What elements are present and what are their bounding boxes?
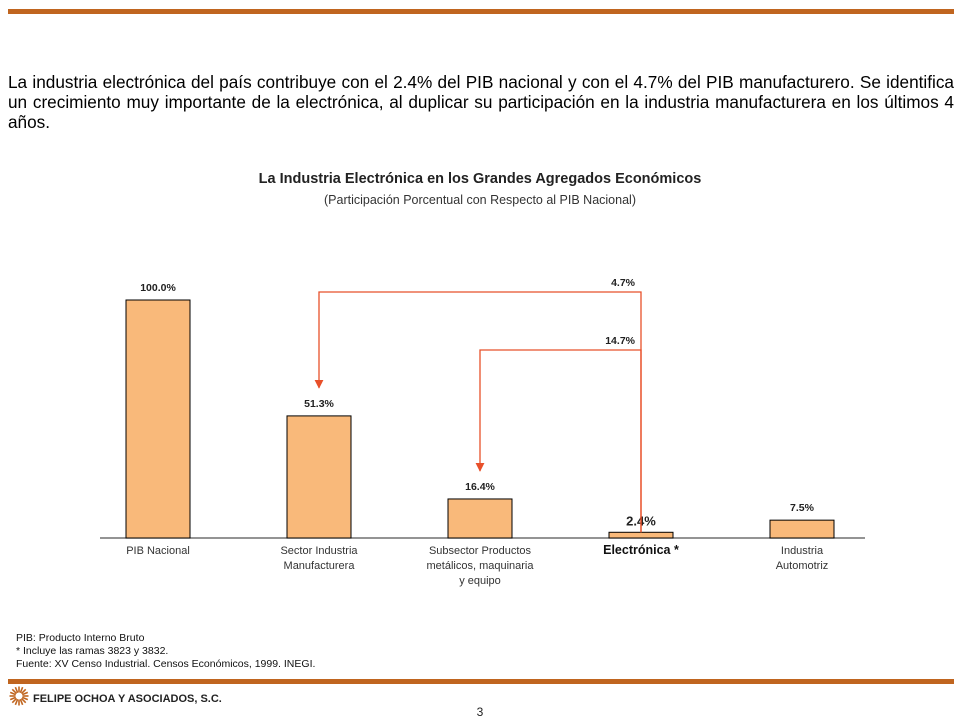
logo-ray: [19, 698, 24, 706]
page-number: 3: [476, 705, 484, 719]
tick-label-pib-nacional: PIB Nacional: [126, 545, 190, 557]
tick-label-sector-industria-manufacturera: Sector Industria Manufacturera: [280, 545, 358, 572]
tick-label-electronica: Electrónica *: [603, 543, 679, 557]
annotation-label-subsector-productos-metalicos-maquinaria-y-equipo: 14.7%: [605, 335, 635, 347]
logo-ray: [11, 697, 18, 704]
bar-chart: 100.0% PIB Nacional 51.3% Sector Industria M…: [100, 277, 865, 587]
bar-sector-industria-manufacturera: [286, 415, 352, 539]
logo-ray: [9, 696, 17, 701]
tick-label-subsector-productos-metalicos-maquinaria-y-equipo: Subsector Productos metálicos, maquinaria…: [427, 545, 535, 587]
data-label-sector-industria-manufacturera: 51.3%: [304, 398, 334, 410]
logo-ray: [20, 688, 27, 695]
company-name: FELIPE OCHOA Y ASOCIADOS, S.C.: [33, 693, 222, 705]
tick-label-line: Electrónica *: [603, 543, 679, 557]
top-divider: [8, 9, 954, 14]
footnote-source: Fuente: XV Censo Industrial. Censos Econ…: [16, 658, 316, 670]
footnote-pib: PIB: Producto Interno Bruto: [16, 632, 145, 644]
data-label-subsector-productos-metalicos-maquinaria-y-equipo: 16.4%: [465, 481, 495, 493]
chart-title: La Industria Electrónica en los Grandes …: [258, 171, 702, 187]
footnote-ramas: * Incluye las ramas 3823 y 3832.: [16, 645, 169, 657]
intro-paragraph: La industria electrónica del país contri…: [8, 72, 954, 132]
chart-subtitle: (Participación Porcentual con Respecto a…: [324, 193, 636, 207]
logo-ray: [14, 698, 19, 706]
logo-ray: [14, 686, 19, 694]
bar-subsector-productos-metalicos-maquinaria-y-equipo: [447, 498, 513, 539]
logo-ray: [21, 691, 29, 696]
tick-label-line: Subsector Productos: [429, 545, 532, 557]
tick-label-industria-automotriz: Industria Automotriz: [776, 545, 829, 572]
tick-label-line: y equipo: [459, 575, 501, 587]
bar-electronica: [608, 531, 674, 539]
logo-ray: [20, 697, 27, 704]
footnotes: PIB: Producto Interno Bruto * Incluye la…: [16, 632, 315, 671]
logo-ray: [9, 691, 17, 696]
tick-label-line: Automotriz: [776, 560, 829, 572]
tick-label-line: Sector Industria: [280, 545, 358, 557]
tick-label-line: Manufacturera: [284, 560, 356, 572]
sunburst-logo-icon: [9, 686, 29, 706]
annotation-label-sector-industria-manufacturera: 4.7%: [611, 277, 636, 289]
tick-label-line: PIB Nacional: [126, 545, 190, 557]
bar-pib-nacional: [125, 299, 191, 539]
bottom-divider: [8, 679, 954, 684]
data-label-pib-nacional: 100.0%: [140, 282, 176, 294]
annotation-arrow-subsector-productos-metalicos-maquinaria-y-equipo: [475, 349, 642, 533]
data-label-industria-automotriz: 7.5%: [790, 502, 815, 514]
logo-ray: [21, 696, 29, 701]
tick-label-line: metálicos, maquinaria: [427, 560, 535, 572]
logo-ray: [11, 688, 18, 695]
tick-label-line: Industria: [781, 545, 824, 557]
bar-industria-automotriz: [769, 519, 835, 539]
logo-ray: [19, 686, 24, 694]
